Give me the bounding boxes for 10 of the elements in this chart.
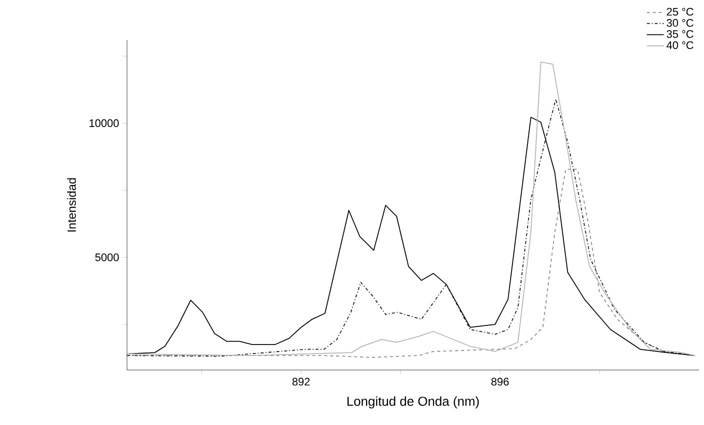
y-axis-title: Intensidad: [67, 178, 76, 232]
legend-label: 30 °C: [666, 19, 694, 27]
x-tick-label: 892: [292, 378, 310, 386]
legend-label: 25 °C: [666, 8, 694, 16]
x-tick-label: 896: [491, 378, 509, 386]
x-axis-title: Longitud de Onda (nm): [347, 396, 479, 408]
legend-label: 40 °C: [666, 41, 694, 50]
y-tick-label: 10000: [90, 119, 119, 128]
legend-label: 35 °C: [666, 30, 694, 38]
y-tick-label: 5000: [95, 253, 119, 262]
